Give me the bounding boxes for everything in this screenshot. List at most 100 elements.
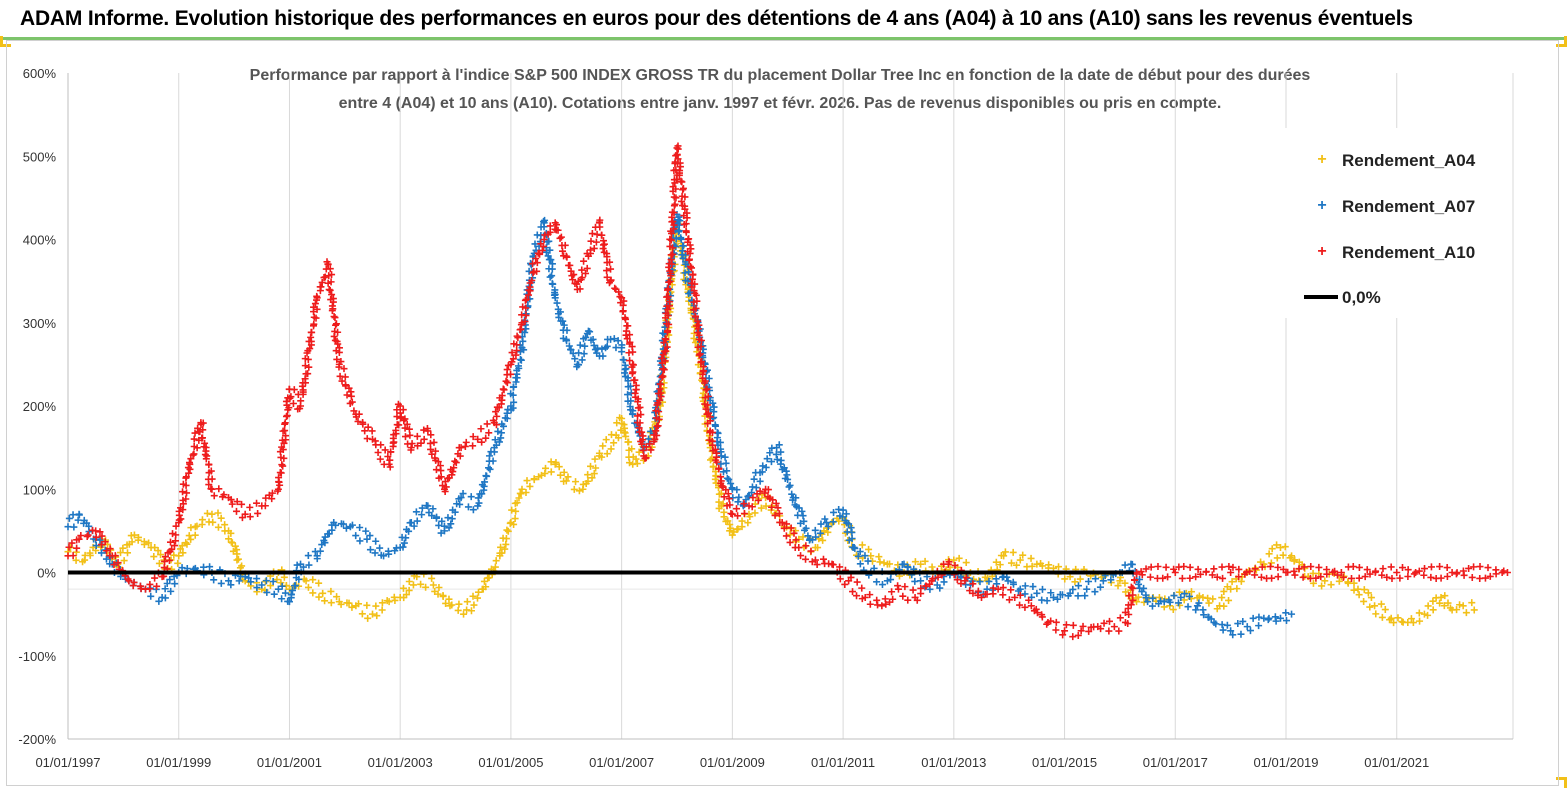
series-point <box>1009 578 1017 586</box>
series-point <box>1005 596 1013 604</box>
series-point <box>83 532 91 540</box>
series-point <box>209 518 217 526</box>
series-point <box>1133 569 1141 576</box>
legend: + Rendement_A04 + Rendement_A07 + Rendem… <box>1282 128 1504 318</box>
series-point <box>1235 565 1243 573</box>
series-point <box>667 256 675 264</box>
series-point <box>563 337 571 345</box>
series-point <box>665 278 673 286</box>
series-point <box>929 575 937 583</box>
series-point <box>1350 579 1358 587</box>
series-point <box>1355 563 1363 571</box>
series-point <box>1387 614 1395 622</box>
series-point <box>1407 615 1415 623</box>
series-point <box>1354 585 1362 593</box>
series-point <box>1047 589 1055 597</box>
series-point <box>515 494 523 502</box>
series-point <box>1049 593 1057 601</box>
series-point <box>175 519 183 527</box>
series-point <box>626 338 634 346</box>
series-point <box>475 499 483 507</box>
series-point <box>1427 573 1435 581</box>
series-point <box>599 442 607 450</box>
series-point <box>864 557 872 565</box>
series-point <box>202 455 210 463</box>
series-point <box>676 163 684 171</box>
series-point <box>1091 588 1099 596</box>
series-point <box>668 208 676 216</box>
series-point <box>376 544 384 552</box>
series-point <box>1265 614 1273 622</box>
series-point <box>233 498 241 506</box>
series-point <box>385 598 393 606</box>
x-tick-label: 01/01/2017 <box>1143 755 1208 770</box>
series-point <box>792 494 800 502</box>
series-point <box>215 485 223 493</box>
series-point <box>187 535 195 543</box>
series-point <box>241 510 249 518</box>
series-point <box>179 488 187 496</box>
series-point <box>282 432 290 440</box>
series-point <box>709 463 717 471</box>
series-point <box>545 237 553 245</box>
series-point <box>1276 614 1284 622</box>
series-point <box>1350 586 1358 594</box>
series-point <box>822 519 830 527</box>
series-point <box>682 220 690 228</box>
series-point <box>377 441 385 449</box>
series-point <box>445 595 453 603</box>
series-point <box>321 597 329 605</box>
series-point <box>657 389 665 397</box>
series-point <box>171 580 179 588</box>
series-point <box>1105 627 1113 635</box>
series-point <box>273 576 281 584</box>
series-point <box>1234 620 1242 628</box>
series-point <box>340 365 348 373</box>
series-point <box>356 537 364 545</box>
series-point <box>519 337 527 345</box>
series-point <box>220 491 228 499</box>
series-point <box>778 465 786 473</box>
series-point <box>955 554 963 562</box>
series-point <box>474 435 482 443</box>
series-point <box>1043 597 1051 605</box>
series-point <box>1364 589 1372 597</box>
series-point <box>688 283 696 291</box>
series-point <box>1115 627 1123 635</box>
series-point <box>677 197 685 205</box>
series-point <box>1099 577 1107 585</box>
series-point <box>1500 567 1508 575</box>
series-point <box>1282 617 1290 625</box>
series-point <box>1121 579 1129 587</box>
series-point <box>410 522 418 530</box>
series-point <box>1038 611 1046 619</box>
series-point <box>583 264 591 272</box>
series-point <box>547 256 555 264</box>
x-tick-label: 01/01/1999 <box>146 755 211 770</box>
y-tick-label: 0% <box>37 566 56 581</box>
series-point <box>777 456 785 464</box>
series-point <box>1274 573 1282 581</box>
series-point <box>313 292 321 300</box>
series-point <box>422 583 430 591</box>
series-point <box>691 313 699 321</box>
series-point <box>746 513 754 521</box>
series-point <box>337 358 345 366</box>
series-point <box>205 460 213 468</box>
series-point <box>319 589 327 597</box>
series-point <box>590 470 598 478</box>
series-point <box>646 440 654 448</box>
series-point <box>1279 551 1287 559</box>
series-point <box>752 484 760 492</box>
series-point <box>339 520 347 528</box>
series-point <box>430 438 438 446</box>
series-point <box>399 584 407 592</box>
series-point <box>193 444 201 452</box>
series-point <box>1318 582 1326 590</box>
series-point <box>452 459 460 467</box>
series-point <box>101 538 109 546</box>
series-point <box>623 335 631 343</box>
series-point <box>1436 599 1444 607</box>
series-point <box>285 598 293 606</box>
series-point <box>1125 611 1133 618</box>
